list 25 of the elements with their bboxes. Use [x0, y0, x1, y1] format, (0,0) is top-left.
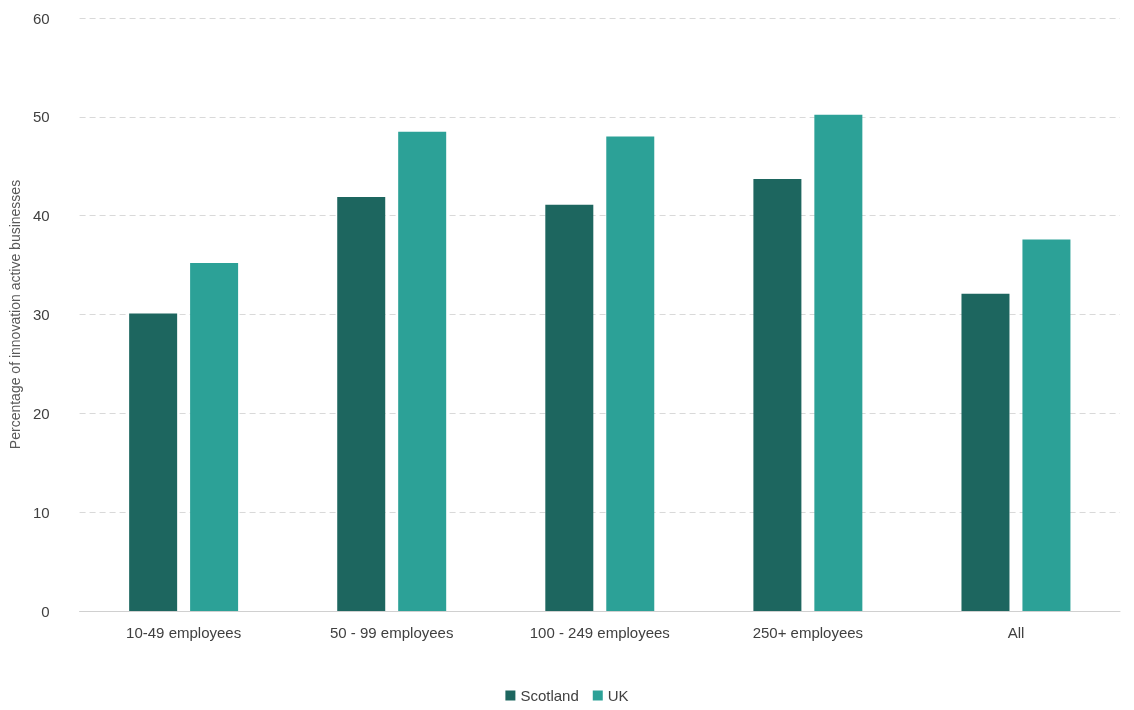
y-axis-title: Percentage of innovation active businesses — [7, 179, 23, 450]
y-tick-label: 0 — [41, 602, 50, 620]
legend-label: Scotland — [520, 687, 579, 704]
bar — [814, 114, 863, 611]
bar — [190, 263, 239, 611]
x-tick-label: All — [1007, 624, 1025, 641]
y-tick-label: 60 — [32, 9, 50, 27]
x-tick-label: 250+ employees — [752, 624, 864, 641]
bar — [129, 313, 178, 611]
x-tick-label: 100 - 249 employees — [529, 624, 670, 641]
y-tick-label: 10 — [32, 503, 50, 521]
y-tick-label: 20 — [32, 404, 50, 422]
bar — [545, 204, 594, 611]
legend-label: UK — [607, 687, 629, 704]
y-tick-label: 30 — [32, 306, 50, 323]
bar — [753, 179, 802, 611]
x-tick-label: 50 - 99 employees — [330, 624, 454, 641]
y-tick-label: 50 — [32, 108, 50, 126]
bar — [337, 196, 386, 611]
bar — [606, 136, 655, 611]
bar — [961, 293, 1010, 611]
x-tick-label: 10-49 employees — [126, 624, 242, 641]
bar — [398, 131, 447, 611]
bar — [1022, 239, 1071, 611]
y-tick-label: 40 — [32, 207, 50, 225]
